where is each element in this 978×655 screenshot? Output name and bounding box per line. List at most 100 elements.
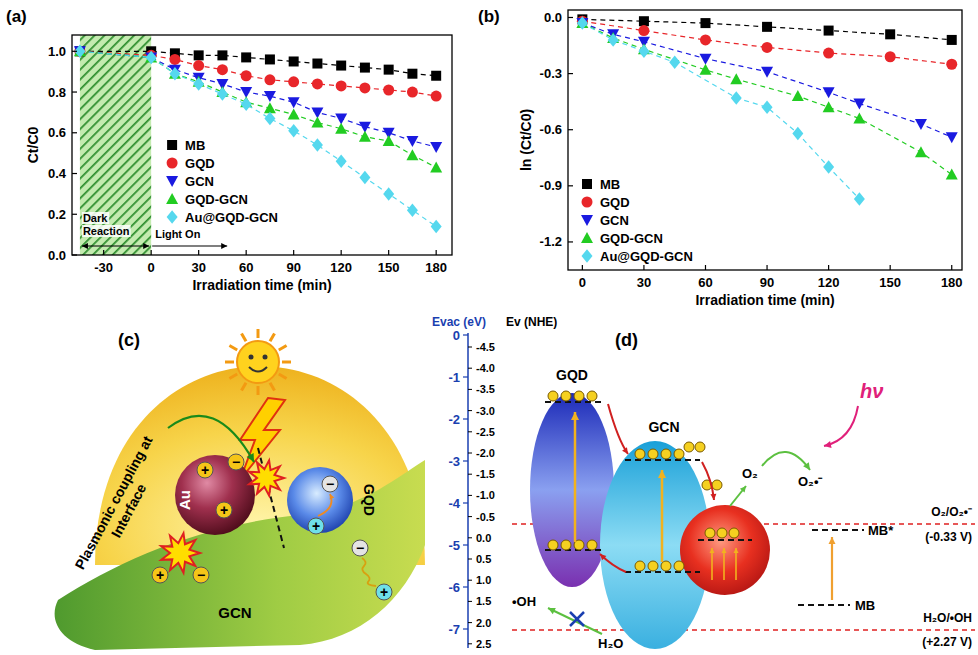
evac-tick [463,334,468,335]
data-point [824,26,834,36]
chart-panel: -3003060901201501800.00.20.40.60.81.0Irr… [6,7,452,293]
excitation-head [658,470,666,478]
x-tick-label: 120 [818,275,840,290]
y-tick-label: -0.3 [540,66,562,81]
data-point [264,112,275,126]
sun-ray [282,361,291,364]
o2-reduction [762,452,810,470]
x-tick-label: 120 [330,260,352,275]
y-tick-label: 0.0 [544,10,562,25]
sun [225,329,291,395]
charge-sign: + [220,502,228,518]
nhe-tick [468,389,472,390]
dark-arrow [82,245,149,246]
light-arrow-head [824,441,832,448]
o2-level-label: O₂/O₂•⁻ [931,505,972,519]
y-tick [72,91,77,92]
plasmonic-label: Plasmonic coupling atInterface [72,433,171,580]
nhe-tick-label: -2.5 [476,426,495,438]
y-tick [72,51,77,52]
legend-marker [582,197,593,208]
series-line [582,23,951,137]
evac-tick-label: -5 [448,538,460,553]
y-tick-label: -0.6 [540,122,562,137]
sun-ray [229,374,237,379]
series-line [80,51,436,75]
data-point [823,87,835,98]
nhe-title: Ev (NHE) [506,315,557,329]
charge [352,540,368,556]
au-sphere [175,455,255,535]
electron [712,480,722,490]
data-point [288,97,300,108]
diagram-d: (d)Evac (eV)Ev (NHE)0-1-2-3-4-5-6-7-4.5-… [432,315,975,651]
nhe-tick-label: -4.0 [476,362,495,374]
chart-panel: 03060901201501800.0-0.3-0.6-0.9-1.2Irrad… [478,7,963,308]
evac-tick-label: -7 [448,622,460,637]
charge-sign: − [356,540,364,556]
y-tick-label: 0.0 [48,248,66,263]
data-point [264,74,275,85]
series-line [80,51,436,96]
nhe-tick-label: -1.0 [476,489,495,501]
data-point [407,87,418,98]
plasmon-excitation-head [722,548,727,553]
excitation-head [571,412,579,420]
legend-label: MB [185,138,205,153]
legend-label: Au@GQD-GCN [600,249,693,264]
o2-arrow [730,486,746,506]
series-line [80,51,436,147]
mb-label: MB [855,598,875,613]
charge-sign: + [312,518,320,534]
data-point [699,64,711,75]
data-point [312,138,323,152]
evac-tick-label: 0 [453,328,460,343]
data-point [823,160,834,174]
data-point [947,35,957,45]
oh-label: •OH [512,594,536,609]
annotation-text: Dark [83,212,108,224]
legend-label: Au@GQD-GCN [185,210,278,225]
oh-arrow [548,608,602,634]
y-tick [568,17,573,18]
mb-excitation [831,537,833,600]
au-particle [680,505,770,595]
electron [674,561,684,571]
data-point [312,59,322,69]
nhe-tick [468,410,472,411]
excitation-arrow [318,494,332,516]
x-tick-label: 0 [148,260,155,275]
sun-eye [249,355,254,360]
evac-tick [463,586,468,587]
charge-sign: − [197,567,205,583]
panel-label: (d) [615,330,638,350]
data-point [265,54,275,64]
charge [322,476,338,492]
data-point [853,99,865,110]
nhe-tick-label: -3.5 [476,383,495,395]
x-tick-label: -30 [94,260,113,275]
gqd-label: GQD [556,367,588,383]
figure: -3003060901201501800.00.20.40.60.81.0Irr… [0,0,978,655]
charge [197,462,213,478]
x-tick-label: 60 [239,260,253,275]
electron [548,391,558,401]
nhe-tick-label: 0.5 [476,553,491,565]
x-tick-label: 30 [637,275,651,290]
sun-disc [237,341,279,383]
electron-transfer-head [710,494,716,500]
legend-label: MB [600,177,620,192]
data-point [289,56,299,66]
electron [648,449,658,459]
data-point [854,192,865,206]
data-point [885,29,895,39]
sun-ray [229,346,237,351]
electron [661,449,671,459]
x-tick [103,250,104,255]
legend: MBGQDGCNGQD-GCNAu@GQD-GCN [166,138,278,225]
nhe-tick-label: 1.5 [476,595,491,607]
y-tick [568,129,573,130]
data-point [194,50,204,60]
dark-arrow-head [143,243,149,249]
dark-arrow-head [82,243,88,249]
